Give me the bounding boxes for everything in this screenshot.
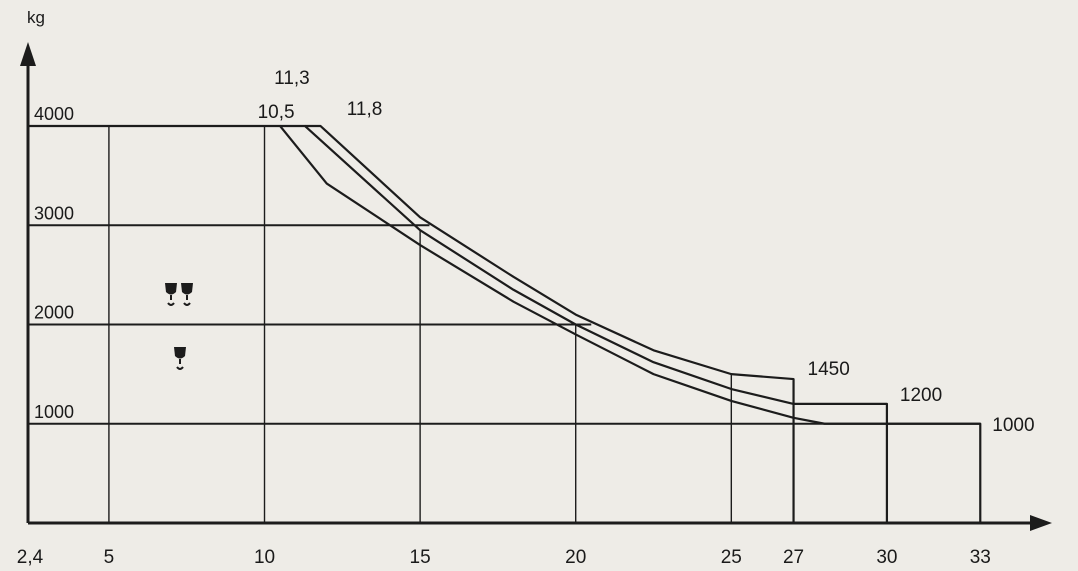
x-tick-label: 5 (104, 547, 115, 568)
axes (20, 42, 1052, 531)
hook-glyph (181, 283, 193, 306)
x-tick-label: 27 (783, 547, 804, 568)
hook-body (165, 283, 177, 295)
y-axis-label: kg (27, 8, 45, 27)
series-line-s2 (280, 124, 889, 523)
y-tick-label: 1000 (34, 402, 74, 422)
series-line-s1 (28, 124, 982, 523)
x-tick-label: 2,4 (17, 547, 44, 568)
series-group (28, 124, 982, 523)
single-hook-icon (174, 347, 186, 370)
x-tick-label: 30 (876, 547, 897, 568)
data-label: 11,8 (347, 99, 383, 120)
series-line-s3 (304, 124, 795, 523)
x-tick-label: 33 (970, 547, 991, 568)
x-tick-label: 25 (721, 547, 742, 568)
hook-tip (183, 295, 191, 306)
hook-tip (167, 295, 175, 306)
y-tick-label: 4000 (34, 104, 74, 124)
data-label: 1450 (808, 359, 850, 380)
data-label: 1200 (900, 385, 942, 406)
data-label: 11,3 (274, 68, 310, 89)
grid (28, 125, 981, 523)
data-label: 1000 (992, 415, 1034, 436)
hook-body (174, 347, 186, 359)
tick-labels: 2,4 5 10 15 20 25 27 30 33 1000 2000 3000 4000 kg (17, 8, 991, 568)
y-tick-label: 2000 (34, 303, 74, 323)
hook-body (181, 283, 193, 295)
hook-tip (176, 359, 184, 370)
x-tick-label: 20 (565, 547, 586, 568)
x-axis-arrow (1030, 515, 1052, 531)
double-hook-icon (165, 283, 193, 306)
x-tick-label: 15 (410, 547, 431, 568)
hook-glyph (165, 283, 177, 306)
hook-glyph (174, 347, 186, 370)
data-label: 10,5 (258, 102, 295, 123)
annotations: 10,5 11,3 11,8 1450 1200 1000 (258, 68, 1035, 436)
y-axis-arrow (20, 42, 36, 66)
x-tick-label: 10 (254, 547, 275, 568)
y-tick-label: 3000 (34, 203, 74, 223)
legend (165, 283, 193, 370)
